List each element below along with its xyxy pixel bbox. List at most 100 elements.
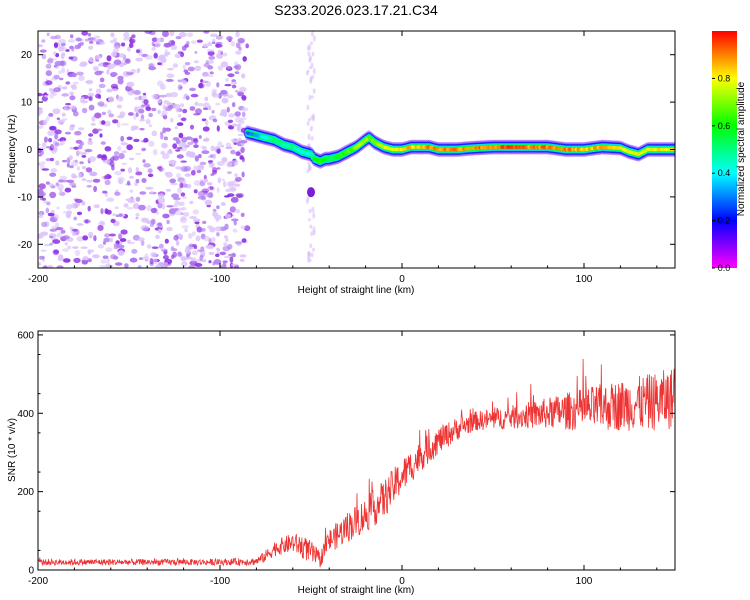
- noise-cell: [212, 93, 220, 98]
- noise-cell: [117, 176, 125, 182]
- noise-cell: [129, 38, 136, 44]
- noise-cell: [235, 50, 242, 55]
- noise-cell: [242, 56, 247, 62]
- noise-cell: [186, 32, 194, 38]
- noise-cell: [59, 175, 68, 180]
- noise-cell: [308, 43, 312, 51]
- noise-cell: [88, 104, 95, 111]
- noise-cell: [138, 51, 144, 57]
- noise-cell: [215, 35, 223, 40]
- noise-cell: [151, 41, 155, 47]
- noise-cell: [155, 234, 160, 240]
- y-tick-label: 400: [17, 409, 34, 420]
- noise-cell: [158, 94, 167, 98]
- noise-cell: [71, 185, 77, 188]
- noise-cell: [192, 218, 201, 222]
- noise-cell: [153, 257, 158, 265]
- noise-cell: [106, 88, 113, 93]
- noise-cell: [203, 179, 207, 184]
- noise-cell: [99, 220, 105, 224]
- noise-cell: [57, 138, 63, 142]
- noise-cell: [221, 97, 229, 104]
- noise-cell: [117, 145, 122, 151]
- noise-cell: [55, 182, 60, 187]
- x-tick-label: 100: [576, 576, 593, 587]
- noise-cell: [46, 32, 50, 37]
- noise-cell: [162, 213, 170, 219]
- noise-cell: [81, 178, 87, 181]
- noise-cell: [87, 249, 92, 255]
- noise-cell: [149, 258, 154, 265]
- noise-cell: [108, 233, 116, 237]
- noise-cell: [182, 80, 187, 85]
- noise-cell: [170, 182, 178, 186]
- noise-cell: [166, 219, 170, 225]
- noise-cell: [59, 77, 64, 81]
- noise-cell: [49, 147, 54, 151]
- noise-cell: [216, 187, 220, 193]
- noise-cell: [68, 74, 74, 78]
- noise-cell: [43, 136, 48, 143]
- noise-cell: [191, 40, 197, 44]
- noise-cell: [162, 153, 170, 160]
- noise-cell: [95, 88, 102, 95]
- noise-cell: [49, 242, 53, 246]
- noise-cell: [49, 172, 57, 177]
- noise-cell: [211, 236, 216, 243]
- noise-cell: [188, 265, 195, 268]
- colorbar-bar: [712, 31, 737, 268]
- spectrogram-ylabel: Frequency (Hz): [7, 115, 18, 184]
- snr-ylabel: SNR (10 * v/v): [7, 418, 18, 482]
- noise-cell: [135, 213, 140, 217]
- noise-cell: [150, 218, 156, 225]
- noise-cell: [109, 39, 117, 44]
- noise-cell: [173, 197, 181, 201]
- noise-cell: [225, 78, 229, 82]
- noise-cell: [78, 172, 82, 179]
- noise-cell: [241, 111, 246, 118]
- noise-cell: [142, 92, 147, 96]
- noise-cell: [116, 95, 124, 102]
- noise-cell: [134, 96, 139, 101]
- noise-cell: [90, 123, 96, 126]
- noise-cell: [161, 110, 168, 116]
- noise-cell: [233, 65, 239, 69]
- noise-cell: [49, 94, 55, 99]
- noise-cell: [136, 70, 140, 74]
- noise-cell: [145, 118, 151, 125]
- noise-cell: [175, 107, 181, 113]
- noise-cell: [209, 186, 214, 190]
- noise-cell: [227, 94, 234, 99]
- y-tick-label: 0: [28, 566, 34, 577]
- noise-cell: [107, 64, 111, 71]
- noise-cell: [45, 116, 50, 122]
- noise-cell: [204, 119, 209, 126]
- noise-cell: [137, 105, 144, 110]
- noise-cell: [138, 237, 145, 242]
- noise-cell: [111, 51, 117, 57]
- noise-cell: [197, 82, 205, 89]
- noise-cell: [207, 50, 215, 56]
- noise-cell: [206, 182, 213, 186]
- noise-cell: [151, 246, 159, 249]
- noise-cell: [53, 249, 59, 254]
- noise-cell: [146, 204, 152, 212]
- noise-cell: [307, 143, 311, 147]
- noise-cell: [216, 205, 220, 210]
- noise-cell: [207, 65, 214, 70]
- noise-cell: [212, 208, 217, 212]
- x-tick-label: 100: [576, 274, 593, 285]
- noise-cell: [184, 62, 191, 66]
- noise-cell: [203, 31, 210, 34]
- noise-cell: [165, 92, 173, 98]
- noise-cell: [79, 161, 84, 165]
- noise-cell: [140, 114, 145, 120]
- noise-cell: [109, 161, 115, 167]
- noise-cell: [148, 66, 157, 71]
- noise-cell: [84, 148, 93, 153]
- noise-cell: [67, 179, 75, 184]
- noise-cell: [225, 146, 233, 150]
- noise-cell: [164, 171, 168, 175]
